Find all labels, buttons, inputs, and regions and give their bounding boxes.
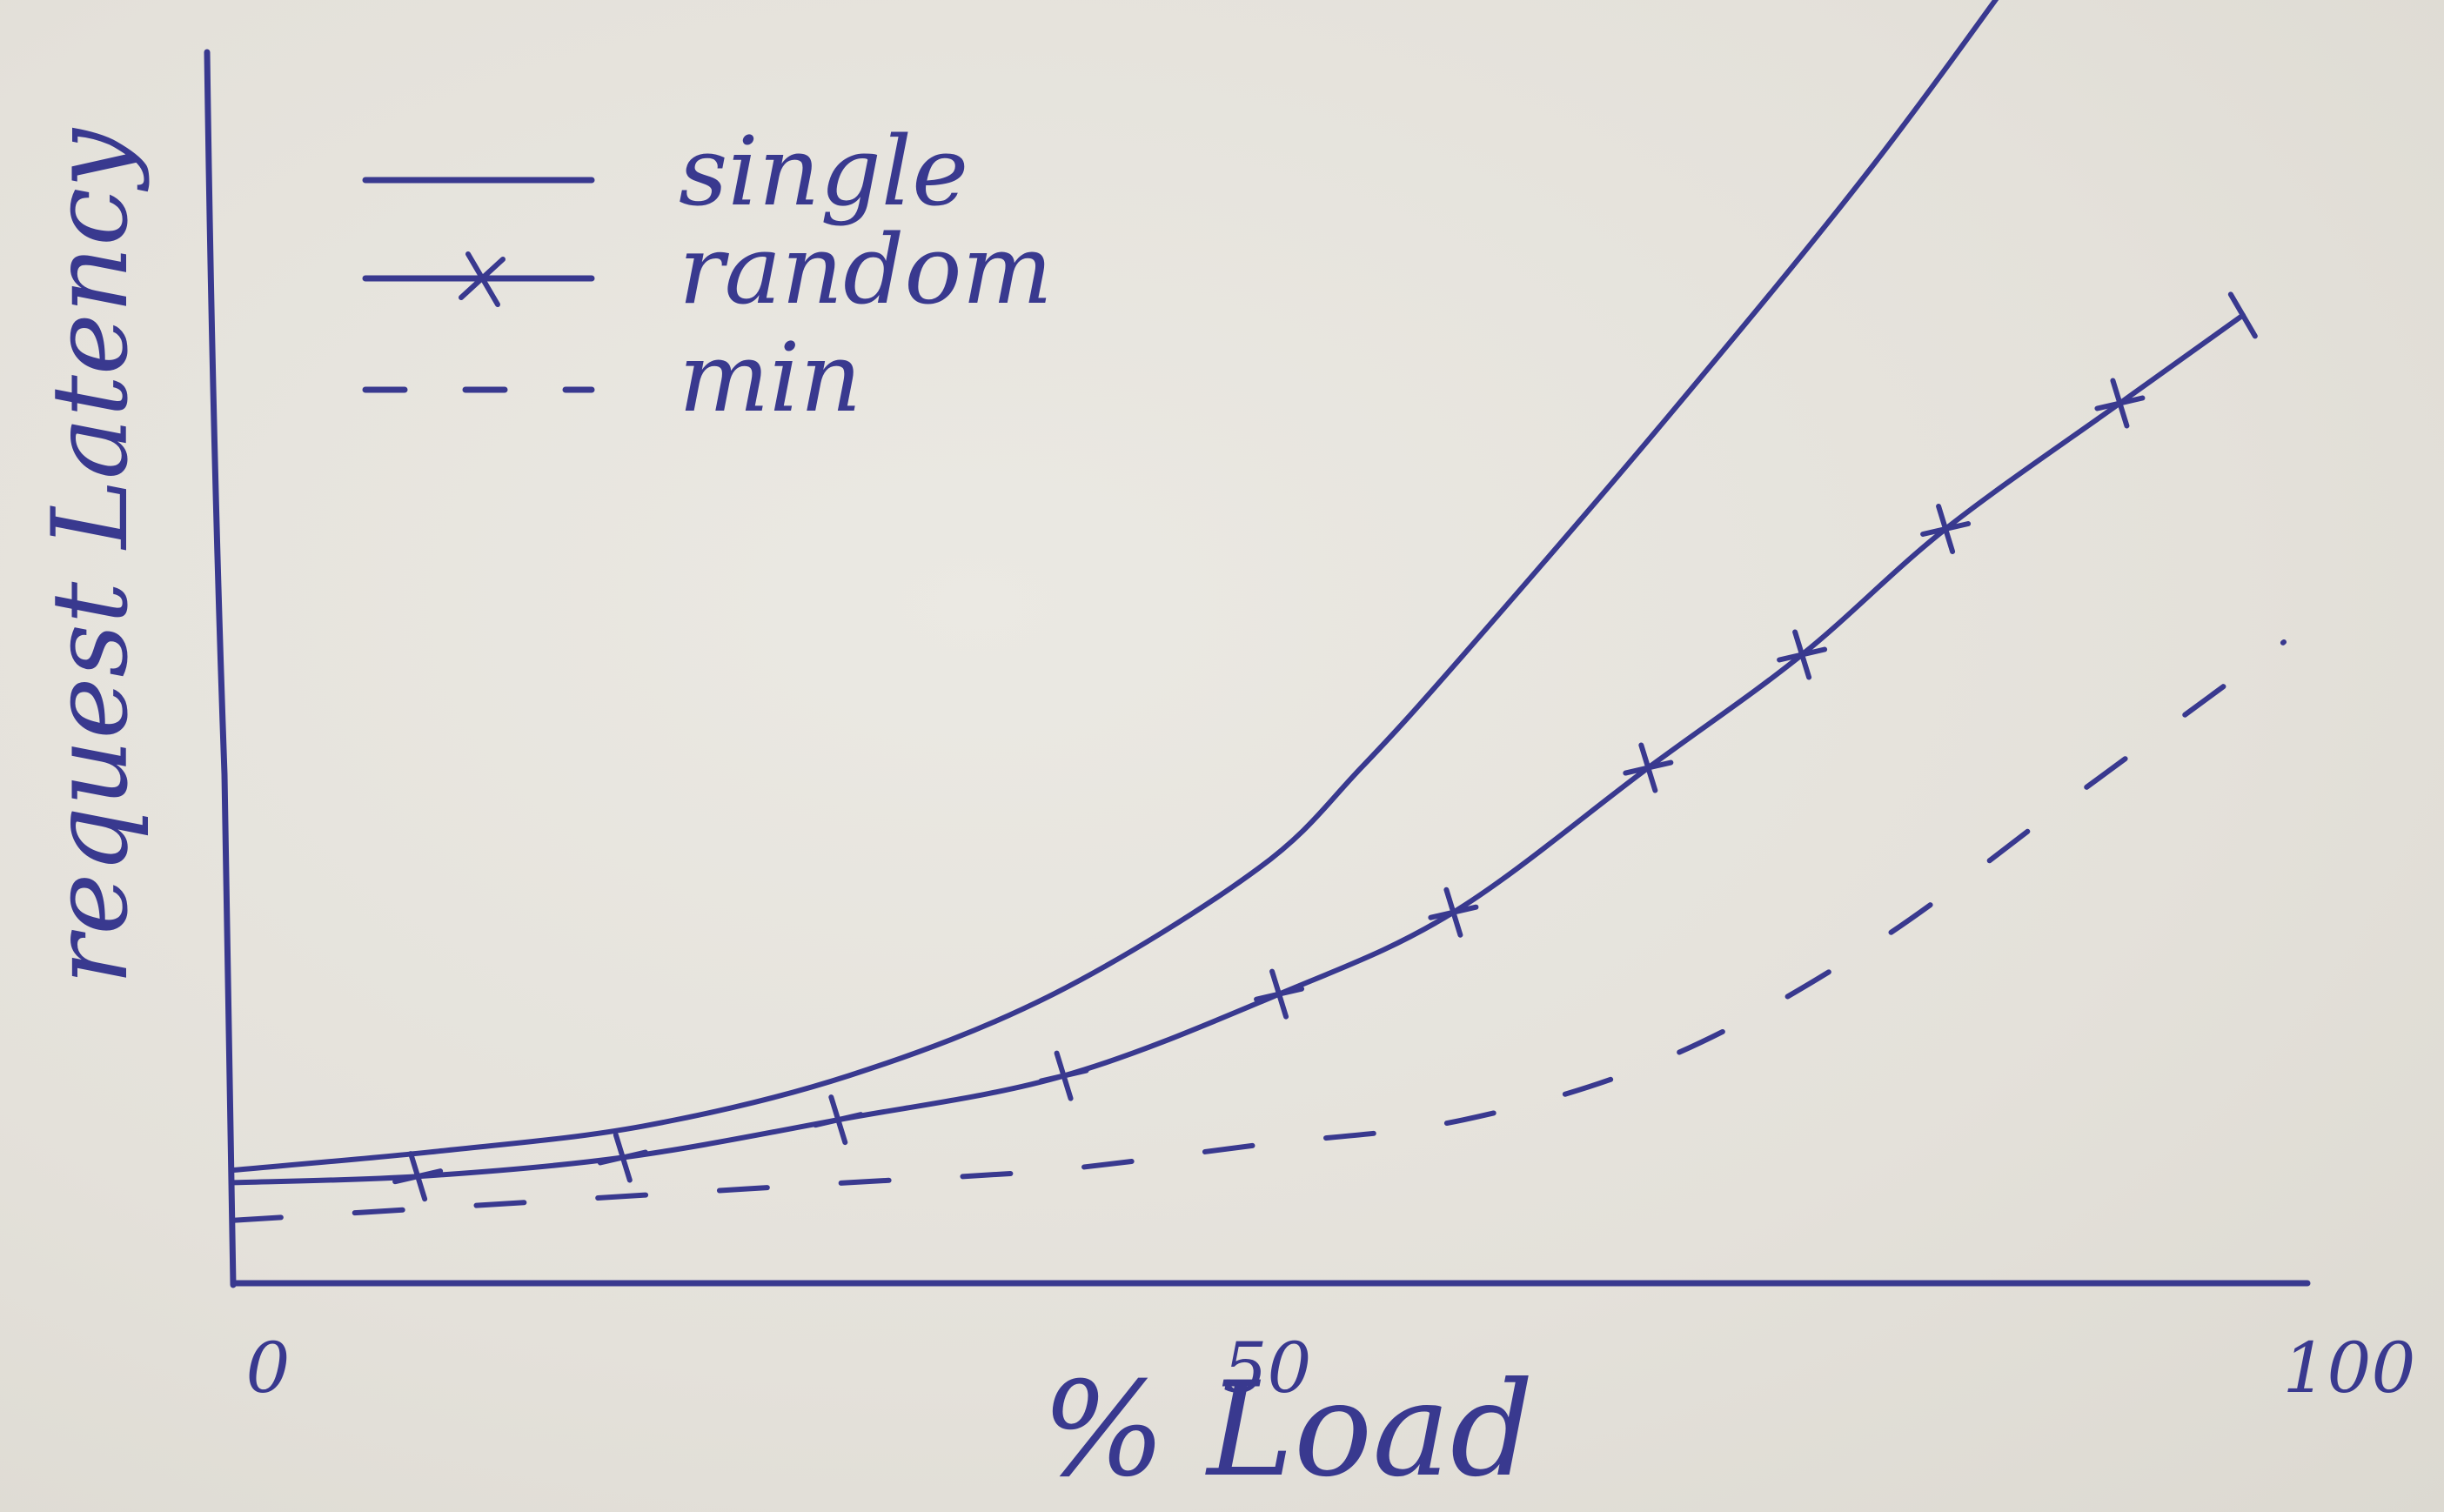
series-single [231,0,1999,1173]
y-axis [204,49,237,1288]
legend-label-single: single [679,116,968,227]
point-marker-random [1623,742,1674,793]
point-marker-random [2227,291,2258,339]
legend-item-min: min [362,322,861,433]
point-marker-random [1038,1050,1089,1101]
series-line-min [231,639,2287,1223]
legend-item-random: random [362,214,1053,325]
legend-item-single: single [362,116,968,227]
point-marker-random [813,1094,864,1146]
legend-label-random: random [679,214,1053,325]
point-marker-random [1254,968,1305,1020]
point-marker-random [1920,504,1972,554]
point-marker-random [392,1151,444,1202]
x-axis-label: % Load [1041,1355,1534,1506]
x-tick-label-0: 0 [246,1328,291,1408]
series-line-single [231,0,1999,1173]
series-line-random [231,312,2246,1186]
x-tick-labels: 0 50 100 [246,1328,2416,1408]
chart-axes [204,49,2311,1288]
series-layer [231,0,2287,1223]
legend-label-min: min [679,322,861,433]
point-marker-random [1777,629,1828,680]
legend-marker-random [459,251,506,307]
series-min [231,639,2287,1223]
x-tick-label-100: 100 [2283,1328,2416,1408]
x-tick-label-50: 50 [1223,1328,1312,1408]
series-random [231,291,2258,1202]
point-marker-random [2094,378,2146,429]
y-axis-label: request Latency [30,127,151,985]
point-marker-random [1428,886,1479,938]
point-marker-random [597,1132,648,1183]
x-axis [230,1278,2311,1287]
